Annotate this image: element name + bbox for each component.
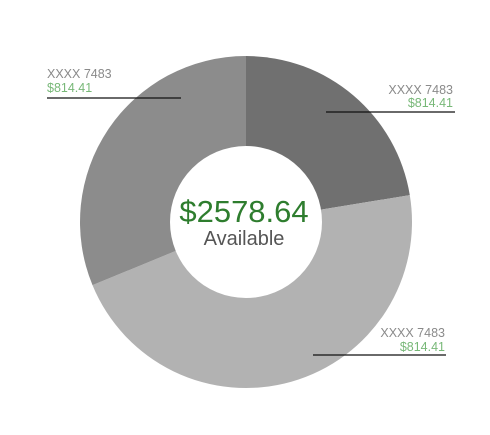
- slice-account-label-3: XXXX 7483: [47, 67, 112, 81]
- slice-amount-label-1: $814.41: [408, 96, 453, 110]
- slice-account-label-1: XXXX 7483: [388, 83, 453, 97]
- slice-account-label-2: XXXX 7483: [380, 326, 445, 340]
- slice-amount-label-3: $814.41: [47, 81, 92, 95]
- slice-amount-label-2: $814.41: [400, 340, 445, 354]
- available-caption: Available: [204, 228, 285, 250]
- donut-hole: [170, 146, 322, 298]
- available-amount: $2578.64: [179, 194, 308, 229]
